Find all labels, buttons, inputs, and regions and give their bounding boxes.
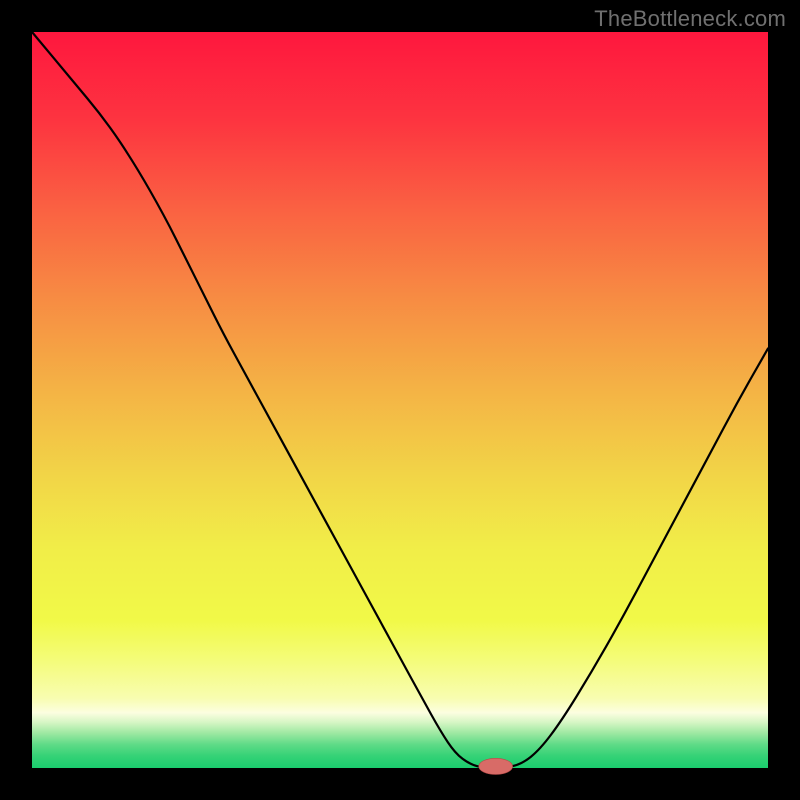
watermark-label: TheBottleneck.com (594, 6, 786, 32)
optimal-marker (479, 758, 513, 774)
bottleneck-chart-container: TheBottleneck.com (0, 0, 800, 800)
bottleneck-curve-chart (0, 0, 800, 800)
